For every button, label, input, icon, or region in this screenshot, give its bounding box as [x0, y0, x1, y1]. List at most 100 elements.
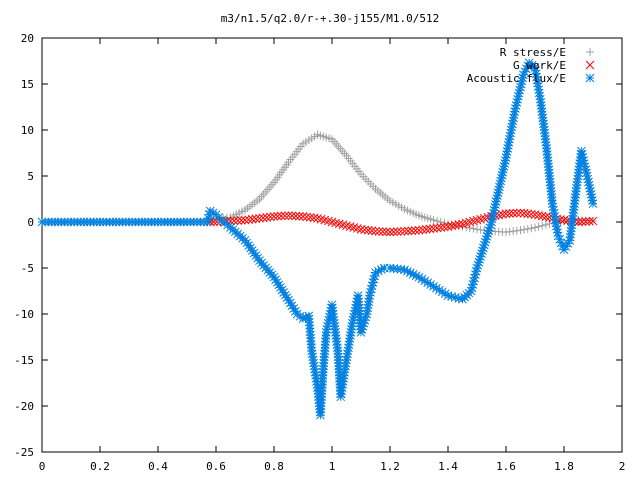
data-point — [512, 208, 522, 218]
data-point — [345, 222, 355, 231]
data-point-stroke — [295, 211, 304, 221]
data-point — [436, 223, 446, 232]
y-tick-label: 5 — [27, 170, 34, 183]
data-point — [559, 215, 569, 225]
data-point — [280, 290, 290, 300]
data-point — [255, 213, 264, 223]
data-point — [411, 226, 420, 235]
data-point-stroke — [466, 286, 476, 296]
data-point — [516, 208, 525, 218]
data-point — [349, 223, 359, 232]
data-point-stroke — [277, 285, 287, 295]
data-point-stroke — [291, 211, 301, 221]
data-point — [324, 216, 333, 226]
data-point-stroke — [276, 283, 285, 292]
y-tick-label: 20 — [21, 32, 34, 45]
data-point — [527, 209, 536, 219]
data-point-stroke — [467, 283, 477, 293]
data-point-stroke — [367, 284, 376, 294]
data-point-stroke — [450, 220, 460, 230]
data-point-stroke — [423, 278, 433, 288]
data-point-stroke — [253, 253, 263, 263]
data-point-stroke — [461, 218, 471, 228]
data-point — [588, 199, 598, 208]
data-point — [432, 223, 442, 233]
data-point-stroke — [470, 270, 480, 279]
data-point — [353, 224, 362, 233]
data-point-stroke — [320, 215, 330, 225]
series-1 — [205, 208, 598, 237]
legend-marker-stroke — [585, 60, 595, 70]
data-point — [247, 214, 257, 224]
data-point — [291, 211, 301, 221]
data-point — [320, 215, 330, 225]
data-point — [458, 219, 467, 229]
data-point — [280, 211, 290, 221]
data-point-stroke — [516, 208, 525, 218]
data-point — [302, 212, 311, 222]
data-point-stroke — [244, 241, 253, 250]
y-tick-label: -15 — [14, 354, 34, 367]
data-point-stroke — [443, 222, 453, 231]
data-point — [588, 216, 598, 226]
data-point — [538, 221, 547, 230]
data-point-stroke — [280, 211, 290, 221]
data-point — [396, 227, 406, 236]
data-point-stroke — [363, 225, 373, 235]
data-point-stroke — [523, 209, 533, 219]
data-point-stroke — [298, 212, 308, 221]
data-point-stroke — [555, 234, 565, 244]
data-point-stroke — [396, 227, 406, 236]
data-point-stroke — [327, 217, 337, 227]
data-point — [454, 220, 464, 229]
data-point — [313, 213, 322, 223]
data-point-stroke — [414, 272, 424, 282]
data-point-stroke — [498, 210, 507, 219]
data-point — [421, 225, 431, 234]
data-point — [368, 278, 378, 287]
data-point-stroke — [251, 251, 261, 260]
data-point-stroke — [468, 280, 478, 289]
data-point-stroke — [356, 225, 366, 234]
legend-marker-stroke — [585, 73, 595, 83]
data-point — [262, 213, 272, 222]
data-point-stroke — [374, 227, 384, 236]
data-point — [389, 227, 398, 237]
data-point-stroke — [291, 306, 300, 316]
y-tick-label: -25 — [14, 446, 34, 459]
data-point-stroke — [420, 276, 430, 286]
data-point-stroke — [469, 276, 479, 286]
legend-label: G work/E — [513, 59, 566, 72]
data-point-stroke — [345, 222, 355, 231]
data-point — [367, 284, 376, 294]
data-point — [244, 215, 253, 225]
data-point-stroke — [209, 217, 218, 227]
data-point-stroke — [574, 217, 583, 227]
data-point-stroke — [367, 281, 377, 291]
series-0 — [206, 130, 597, 237]
data-point-stroke — [585, 216, 594, 226]
data-point-stroke — [284, 211, 293, 220]
data-point — [440, 222, 449, 232]
data-point-stroke — [440, 289, 450, 299]
data-point — [450, 220, 460, 230]
data-point-stroke — [432, 283, 441, 293]
data-point-stroke — [237, 216, 246, 225]
data-point-stroke — [418, 225, 427, 235]
data-point-stroke — [429, 282, 438, 291]
data-point — [418, 225, 427, 235]
data-point-stroke — [367, 226, 377, 236]
data-point-stroke — [258, 213, 268, 223]
data-point — [508, 208, 518, 218]
data-point — [360, 225, 369, 235]
x-tick-label: 0.4 — [148, 460, 168, 473]
data-point — [469, 216, 478, 226]
data-point — [447, 221, 456, 231]
data-point-stroke — [279, 288, 289, 297]
data-point — [276, 211, 286, 221]
data-point-stroke — [240, 215, 250, 225]
data-point — [237, 216, 246, 225]
data-point — [472, 215, 482, 225]
data-point-stroke — [229, 216, 239, 226]
